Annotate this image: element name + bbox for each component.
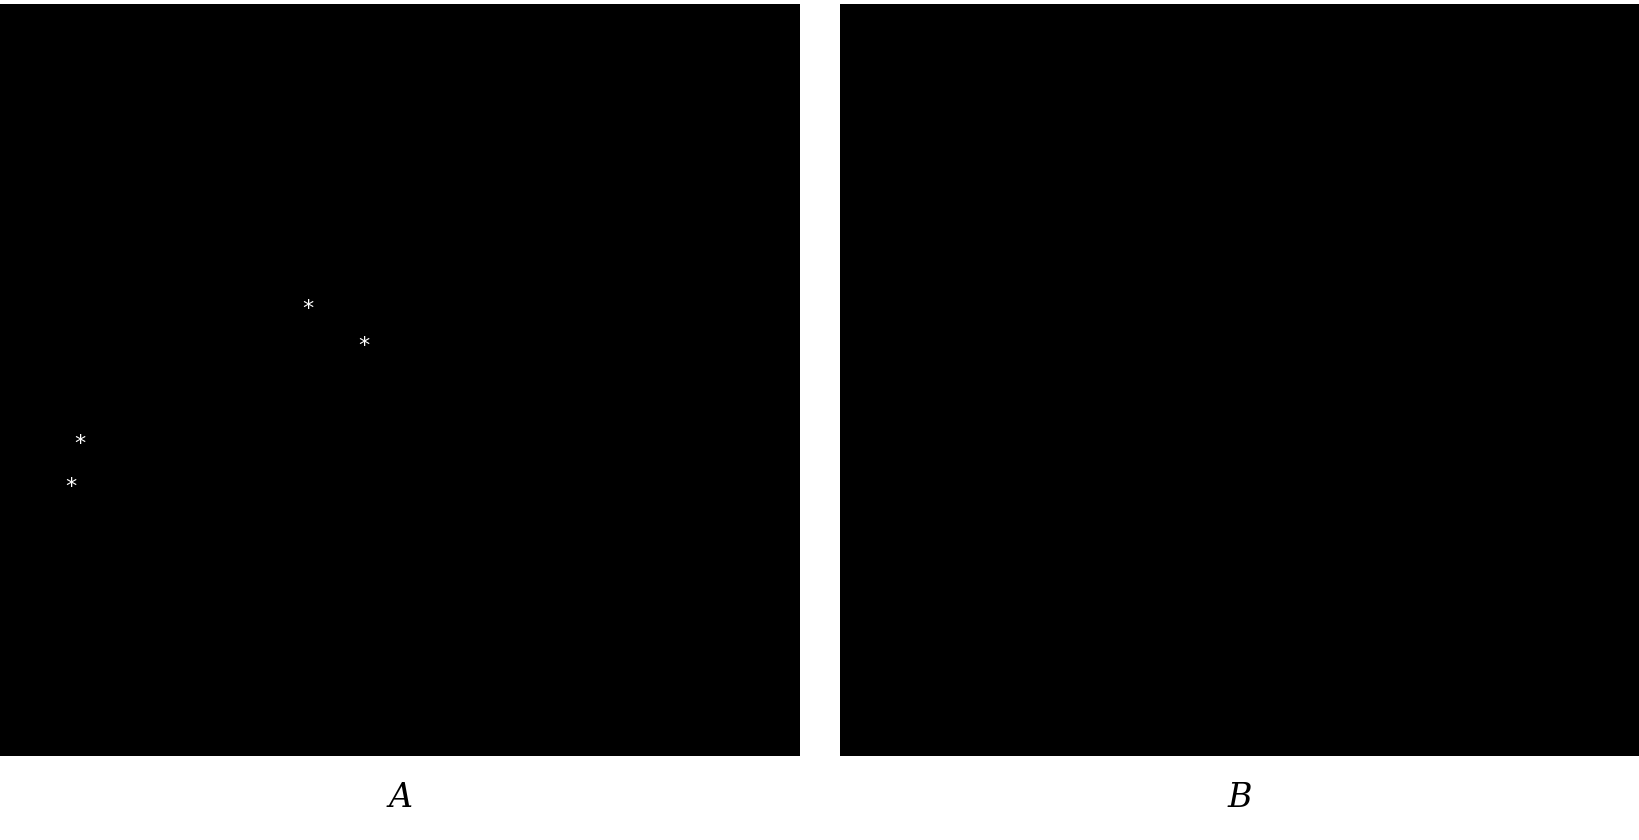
Text: *: * <box>359 336 369 356</box>
Text: *: * <box>74 434 85 454</box>
Text: A: A <box>388 782 411 814</box>
Text: *: * <box>66 477 75 496</box>
Text: *: * <box>302 299 313 318</box>
Text: B: B <box>1228 782 1251 814</box>
